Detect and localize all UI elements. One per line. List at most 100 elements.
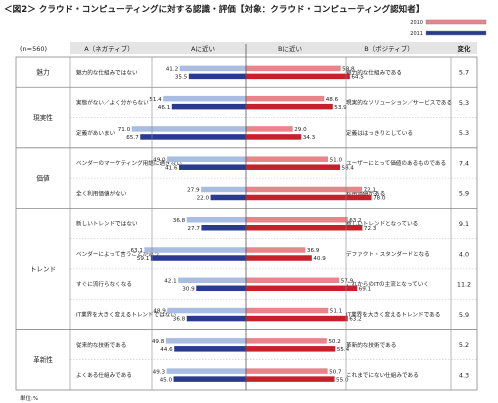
value-label-b-2010: 36.9 — [307, 248, 320, 254]
statement-a: 実態がない／よく分からない — [76, 99, 149, 107]
statement-b: IT業界を大きく変えるトレンドである — [346, 311, 440, 319]
bar-b-2010 — [246, 217, 348, 223]
value-label-b-2011: 53.9 — [334, 105, 347, 111]
value-label-a-2010: 49.3 — [153, 369, 166, 375]
bar-a-2011 — [210, 194, 246, 201]
bar-b-2011 — [246, 255, 312, 261]
change-value: 5.3 — [459, 99, 469, 107]
bar-b-2010 — [246, 186, 363, 193]
value-label-a-2010: 27.9 — [187, 188, 200, 194]
change-value: 11.2 — [457, 281, 471, 289]
statement-a: 新しいトレンドではない — [76, 220, 138, 228]
bar-b-2010 — [246, 126, 293, 132]
bar-b-2010 — [246, 368, 328, 374]
value-label-b-2010: 51.0 — [330, 157, 343, 163]
table-frame — [15, 56, 478, 391]
value-label-a-2011: 41.6 — [165, 165, 178, 171]
change-value: 5.7 — [459, 69, 469, 77]
bar-a-2011 — [196, 285, 246, 292]
category-label: 魅力 — [36, 68, 49, 77]
statement-b: 魅力的な仕組みである — [346, 68, 402, 76]
value-label-a-2011: 46.1 — [158, 105, 171, 111]
category-label: 現実性 — [33, 113, 53, 122]
statement-b: 現実的なソリューション／サービスである — [346, 99, 452, 107]
value-label-b-2011: 69.1 — [359, 286, 372, 292]
value-label-b-2011: 55.0 — [336, 377, 349, 383]
value-label-b-2011: 72.3 — [364, 226, 377, 232]
value-label-b-2010: 51.1 — [330, 309, 343, 315]
bar-b-2010 — [246, 247, 306, 253]
value-label-b-2010: 72.1 — [364, 188, 377, 194]
bar-a-2011 — [188, 73, 246, 80]
statement-b: 革新的な技術である — [346, 341, 396, 349]
bar-b-2011 — [246, 134, 302, 140]
value-label-b-2010: 57.9 — [341, 278, 354, 284]
value-label-b-2010: 58.8 — [342, 67, 355, 73]
bar-b-2011 — [246, 346, 336, 352]
statement-a: すぐに流行らなくなる — [76, 280, 132, 288]
statement-b: 新しいトレンドとなっている — [346, 220, 418, 228]
bar-a-2010 — [166, 368, 246, 374]
statement-a: 全く利用価値がない — [76, 189, 127, 197]
change-value: 5.2 — [459, 341, 469, 349]
bar-b-2011 — [246, 73, 350, 80]
bar-a-2010 — [179, 65, 246, 72]
value-label-b-2010: 50.2 — [328, 339, 340, 345]
value-label-a-2011: 45.0 — [160, 377, 173, 383]
header-col-b: B（ポジティブ） — [364, 44, 414, 53]
statement-a: よくある仕組みである — [76, 371, 132, 379]
change-value: 4.0 — [459, 250, 469, 258]
legend-swatch-2011 — [425, 30, 487, 36]
change-value: 5.9 — [459, 311, 469, 319]
value-label-b-2010: 50.7 — [329, 369, 342, 375]
legend-swatch-2010 — [425, 19, 487, 25]
statement-b: これからのITの主流となっていく — [346, 280, 429, 288]
value-label-b-2010: 29.0 — [294, 127, 307, 133]
bar-b-2010 — [246, 277, 340, 284]
statement-a: ベンダーのマーケティング用語に過ぎない — [76, 159, 182, 167]
bar-a-2011 — [150, 255, 246, 261]
bar-a-2010 — [165, 338, 246, 344]
change-value: 4.3 — [459, 371, 469, 379]
header-col-a-near: Aに近い — [191, 44, 215, 53]
value-label-a-2011: 65.7 — [126, 135, 139, 141]
chart-body: 魅力 魅力的な仕組みではない 魅力的な仕組みである 41.2 58.8 35.5 64.5 5… — [15, 44, 478, 391]
value-label-a-2010: 63.1 — [130, 248, 143, 254]
value-label-a-2011: 27.7 — [187, 226, 200, 232]
statement-a: 定義があいまい — [76, 129, 116, 137]
bar-b-2011 — [246, 164, 341, 170]
value-label-b-2011: 55.4 — [337, 347, 350, 353]
bar-b-2011 — [246, 376, 335, 382]
bar-a-2011 — [186, 315, 246, 322]
bar-a-2010 — [201, 186, 246, 193]
legend-label-2011: 2011 — [410, 31, 423, 37]
change-value: 5.3 — [459, 129, 469, 137]
category-label: トレンド — [30, 265, 56, 273]
bar-b-2010 — [246, 307, 329, 314]
bar-a-2011 — [201, 225, 246, 231]
value-label-b-2011: 63.2 — [349, 317, 361, 323]
value-label-b-2010: 63.2 — [349, 218, 361, 224]
bar-a-2010 — [131, 126, 246, 132]
bar-a-2011 — [140, 134, 246, 140]
bar-a-2011 — [174, 346, 246, 352]
bar-a-2010 — [167, 156, 246, 162]
bar-b-2011 — [246, 285, 358, 292]
value-label-a-2011: 35.5 — [175, 75, 188, 81]
legend-label-2010: 2010 — [410, 20, 423, 26]
value-label-a-2011: 44.6 — [160, 347, 173, 353]
header-col-a: A（ネガティブ） — [84, 44, 134, 53]
statement-b: ユーザーにとって価値のあるものである — [346, 159, 446, 167]
bar-a-2010 — [144, 247, 246, 253]
bar-b-2011 — [246, 194, 372, 201]
statement-b: 利用価値がある — [346, 189, 385, 197]
value-label-a-2011: 30.9 — [182, 286, 195, 292]
bar-a-2010 — [167, 307, 246, 314]
value-label-a-2010: 49.8 — [152, 339, 165, 345]
bar-a-2011 — [179, 164, 246, 170]
bar-b-2011 — [246, 103, 333, 110]
change-value: 9.1 — [459, 220, 469, 228]
statement-a: 従来的な技術である — [76, 341, 126, 349]
value-label-a-2010: 41.2 — [166, 67, 178, 73]
bar-b-2010 — [246, 95, 325, 102]
